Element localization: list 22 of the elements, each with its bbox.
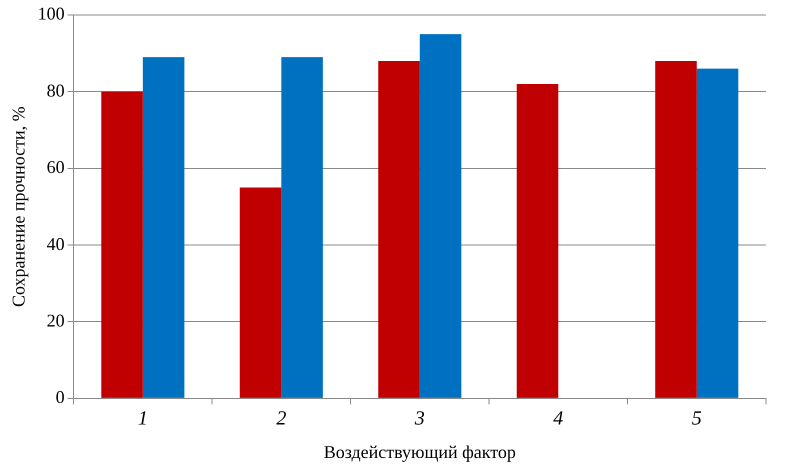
y-tick-label: 40 (46, 234, 65, 254)
x-tick-label: 1 (138, 408, 148, 430)
bar (516, 84, 558, 398)
bar (655, 61, 697, 398)
x-tick-label: 2 (276, 408, 286, 430)
bar (101, 92, 143, 398)
bar (378, 61, 420, 398)
x-tick-label: 4 (553, 408, 564, 430)
y-tick-label: 0 (56, 387, 65, 408)
bar (142, 57, 184, 398)
y-tick-label: 60 (46, 157, 65, 178)
bar (240, 188, 282, 398)
bar (696, 68, 738, 398)
y-tick-label: 80 (46, 80, 65, 100)
x-tick-label: 3 (414, 408, 425, 430)
y-axis-title: Сохранение прочности, % (8, 106, 29, 308)
x-tick-label: 5 (692, 408, 702, 430)
y-tick-label: 100 (38, 4, 65, 24)
bar (281, 57, 323, 398)
x-axis-title: Воздействующий фактор (324, 442, 516, 462)
bar (420, 34, 462, 398)
y-tick-label: 20 (46, 310, 65, 330)
